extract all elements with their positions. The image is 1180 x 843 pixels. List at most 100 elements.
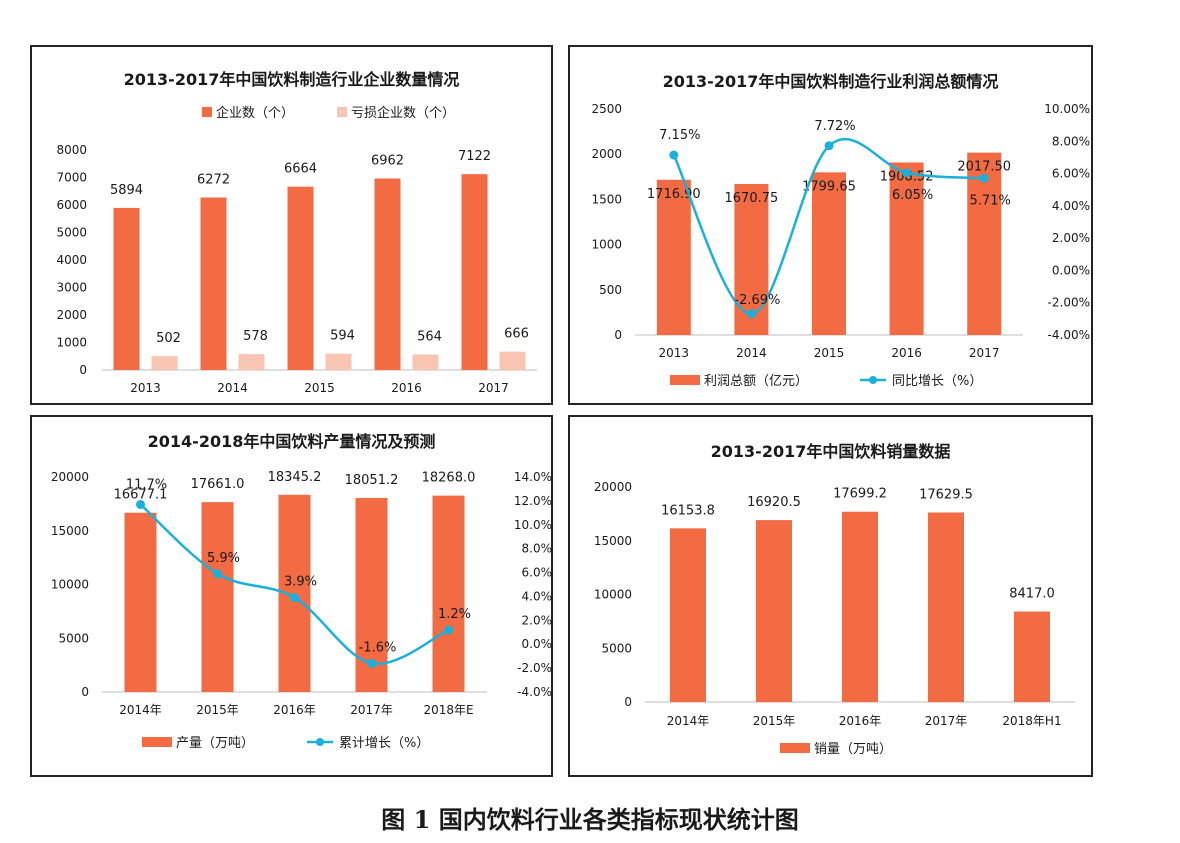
x-tick-label: 2014 bbox=[217, 381, 248, 395]
y2-tick-label: -2.0% bbox=[517, 661, 552, 675]
bar-enterprise-count bbox=[113, 207, 140, 370]
x-tick-label: 2014 bbox=[736, 346, 767, 360]
figure-caption: 图 1 国内饮料行业各类指标现状统计图 bbox=[381, 805, 799, 834]
y-tick-label: 1000 bbox=[56, 336, 87, 350]
bar-value-label: 1670.75 bbox=[725, 191, 779, 206]
y2-tick-label: -4.00% bbox=[1048, 328, 1090, 342]
bar bbox=[432, 495, 465, 692]
y-tick-label: 5000 bbox=[601, 641, 632, 655]
bar-loss-enterprise-count bbox=[151, 356, 178, 370]
growth-point bbox=[213, 569, 222, 579]
y-tick-label: 20000 bbox=[594, 480, 632, 494]
y2-tick-label: 6.00% bbox=[1052, 167, 1090, 181]
growth-value-label: -1.6% bbox=[359, 640, 397, 655]
growth-point bbox=[902, 168, 912, 178]
y-tick-label: 1500 bbox=[591, 192, 622, 206]
y-tick-label: 2500 bbox=[591, 102, 622, 116]
bar-loss-enterprise-count bbox=[325, 353, 352, 370]
bar-value-label: 1716.90 bbox=[647, 187, 701, 202]
y-tick-label: 2000 bbox=[56, 308, 87, 322]
bar-value-label: 5894 bbox=[110, 183, 143, 198]
chart-title: 2014-2018年中国饮料产量情况及预测 bbox=[148, 432, 436, 451]
bar bbox=[812, 172, 846, 335]
bar-value-label: 666 bbox=[504, 327, 529, 342]
bar-value-label: 16153.8 bbox=[661, 503, 715, 518]
bar-value-label: 7122 bbox=[458, 149, 491, 164]
growth-point bbox=[824, 141, 834, 151]
x-tick-label: 2017 bbox=[478, 381, 509, 395]
profit-chart: 2013-2017年中国饮料制造行业利润总额情况 2500 2000 1500 1000… bbox=[591, 72, 1090, 389]
y2-tick-label: 4.0% bbox=[522, 589, 553, 603]
bar-value-label: 564 bbox=[417, 329, 442, 344]
x-tick-label: 2017 bbox=[969, 346, 1000, 360]
y2-tick-label: -4.0% bbox=[517, 685, 552, 699]
growth-value-label: 6.05% bbox=[892, 188, 933, 203]
y2-tick-label: 8.0% bbox=[522, 542, 553, 556]
bar bbox=[756, 520, 792, 702]
growth-line bbox=[672, 137, 985, 316]
bar-value-label: 17629.5 bbox=[919, 487, 973, 502]
bar-enterprise-count bbox=[287, 186, 314, 370]
bar-enterprise-count bbox=[461, 174, 488, 370]
growth-value-label: 5.71% bbox=[970, 193, 1011, 208]
y-tick-label: 10000 bbox=[594, 588, 632, 602]
bar bbox=[1014, 611, 1050, 702]
growth-value-label: -2.69% bbox=[734, 293, 780, 308]
bar-loss-enterprise-count bbox=[412, 354, 439, 370]
y2-tick-label: 4.00% bbox=[1052, 199, 1090, 213]
x-tick-label: 2014年 bbox=[667, 714, 710, 728]
x-tick-label: 2016 bbox=[391, 381, 422, 395]
growth-value-label: 1.2% bbox=[438, 607, 471, 622]
y-tick-label: 0 bbox=[81, 685, 89, 699]
y-tick-label: 5000 bbox=[56, 226, 87, 240]
bar bbox=[967, 152, 1002, 335]
enterprise-count-chart: 2013-2017年中国饮料制造行业企业数量情况 8000 7000 6000 5000… bbox=[56, 70, 537, 395]
legend-swatch bbox=[337, 107, 347, 117]
sales-chart: 2013-2017年中国饮料销量数据 20000 15000 10000 5000 0 20… bbox=[594, 442, 1075, 757]
bar-enterprise-count bbox=[374, 178, 401, 370]
y2-tick-label: 10.00% bbox=[1044, 102, 1090, 116]
x-tick-label: 2018年E bbox=[423, 703, 473, 717]
y-tick-label: 1000 bbox=[591, 238, 622, 252]
growth-point bbox=[444, 625, 453, 635]
legend-label: 亏损企业数（个） bbox=[351, 105, 455, 121]
bar-value-label: 594 bbox=[330, 329, 355, 344]
legend-line-marker bbox=[316, 738, 324, 746]
legend-swatch bbox=[780, 743, 810, 753]
y-tick-label: 500 bbox=[599, 283, 622, 297]
growth-point bbox=[367, 658, 376, 668]
x-tick-label: 2015年 bbox=[196, 703, 239, 717]
y-tick-label: 2000 bbox=[591, 147, 622, 161]
y-tick-label: 3000 bbox=[56, 281, 87, 295]
bar bbox=[670, 528, 706, 702]
y2-tick-label: 6.0% bbox=[522, 566, 553, 580]
x-tick-label: 2016 bbox=[891, 346, 922, 360]
x-tick-label: 2016年 bbox=[273, 703, 316, 717]
legend-label: 产量（万吨） bbox=[176, 736, 254, 751]
y-tick-label: 7000 bbox=[56, 171, 87, 185]
bar-value-label: 502 bbox=[156, 331, 181, 346]
x-tick-label: 2015 bbox=[814, 346, 845, 360]
legend-swatch bbox=[142, 737, 172, 747]
y-tick-label: 5000 bbox=[58, 631, 89, 645]
bar bbox=[656, 179, 691, 335]
legend-label: 同比增长（%） bbox=[892, 374, 982, 389]
sales-chart-panel: 2013-2017年中国饮料销量数据 20000 15000 10000 5000 0 20… bbox=[568, 415, 1093, 777]
x-tick-label: 2015年 bbox=[753, 714, 796, 728]
legend-label: 累计增长（%） bbox=[339, 736, 429, 751]
growth-value-label: 5.9% bbox=[207, 551, 240, 566]
bar-value-label: 17661.0 bbox=[191, 477, 245, 492]
bar bbox=[201, 502, 234, 692]
y-tick-label: 4000 bbox=[56, 253, 87, 267]
y2-tick-label: 0.00% bbox=[1052, 263, 1090, 277]
growth-point bbox=[290, 593, 299, 603]
bar-value-label: 18268.0 bbox=[422, 471, 476, 486]
bar-loss-enterprise-count bbox=[499, 351, 526, 370]
bar-value-label: 18051.2 bbox=[345, 473, 399, 488]
growth-value-label: 11.7% bbox=[126, 477, 167, 492]
production-chart: 2014-2018年中国饮料产量情况及预测 20000 15000 10000 5000… bbox=[51, 432, 553, 751]
profit-chart-panel: 2013-2017年中国饮料制造行业利润总额情况 2500 2000 1500 1000… bbox=[568, 45, 1093, 405]
bar-value-label: 16677.1 bbox=[114, 488, 168, 503]
bar bbox=[124, 512, 157, 692]
chart-title: 2013-2017年中国饮料制造行业利润总额情况 bbox=[663, 72, 999, 91]
